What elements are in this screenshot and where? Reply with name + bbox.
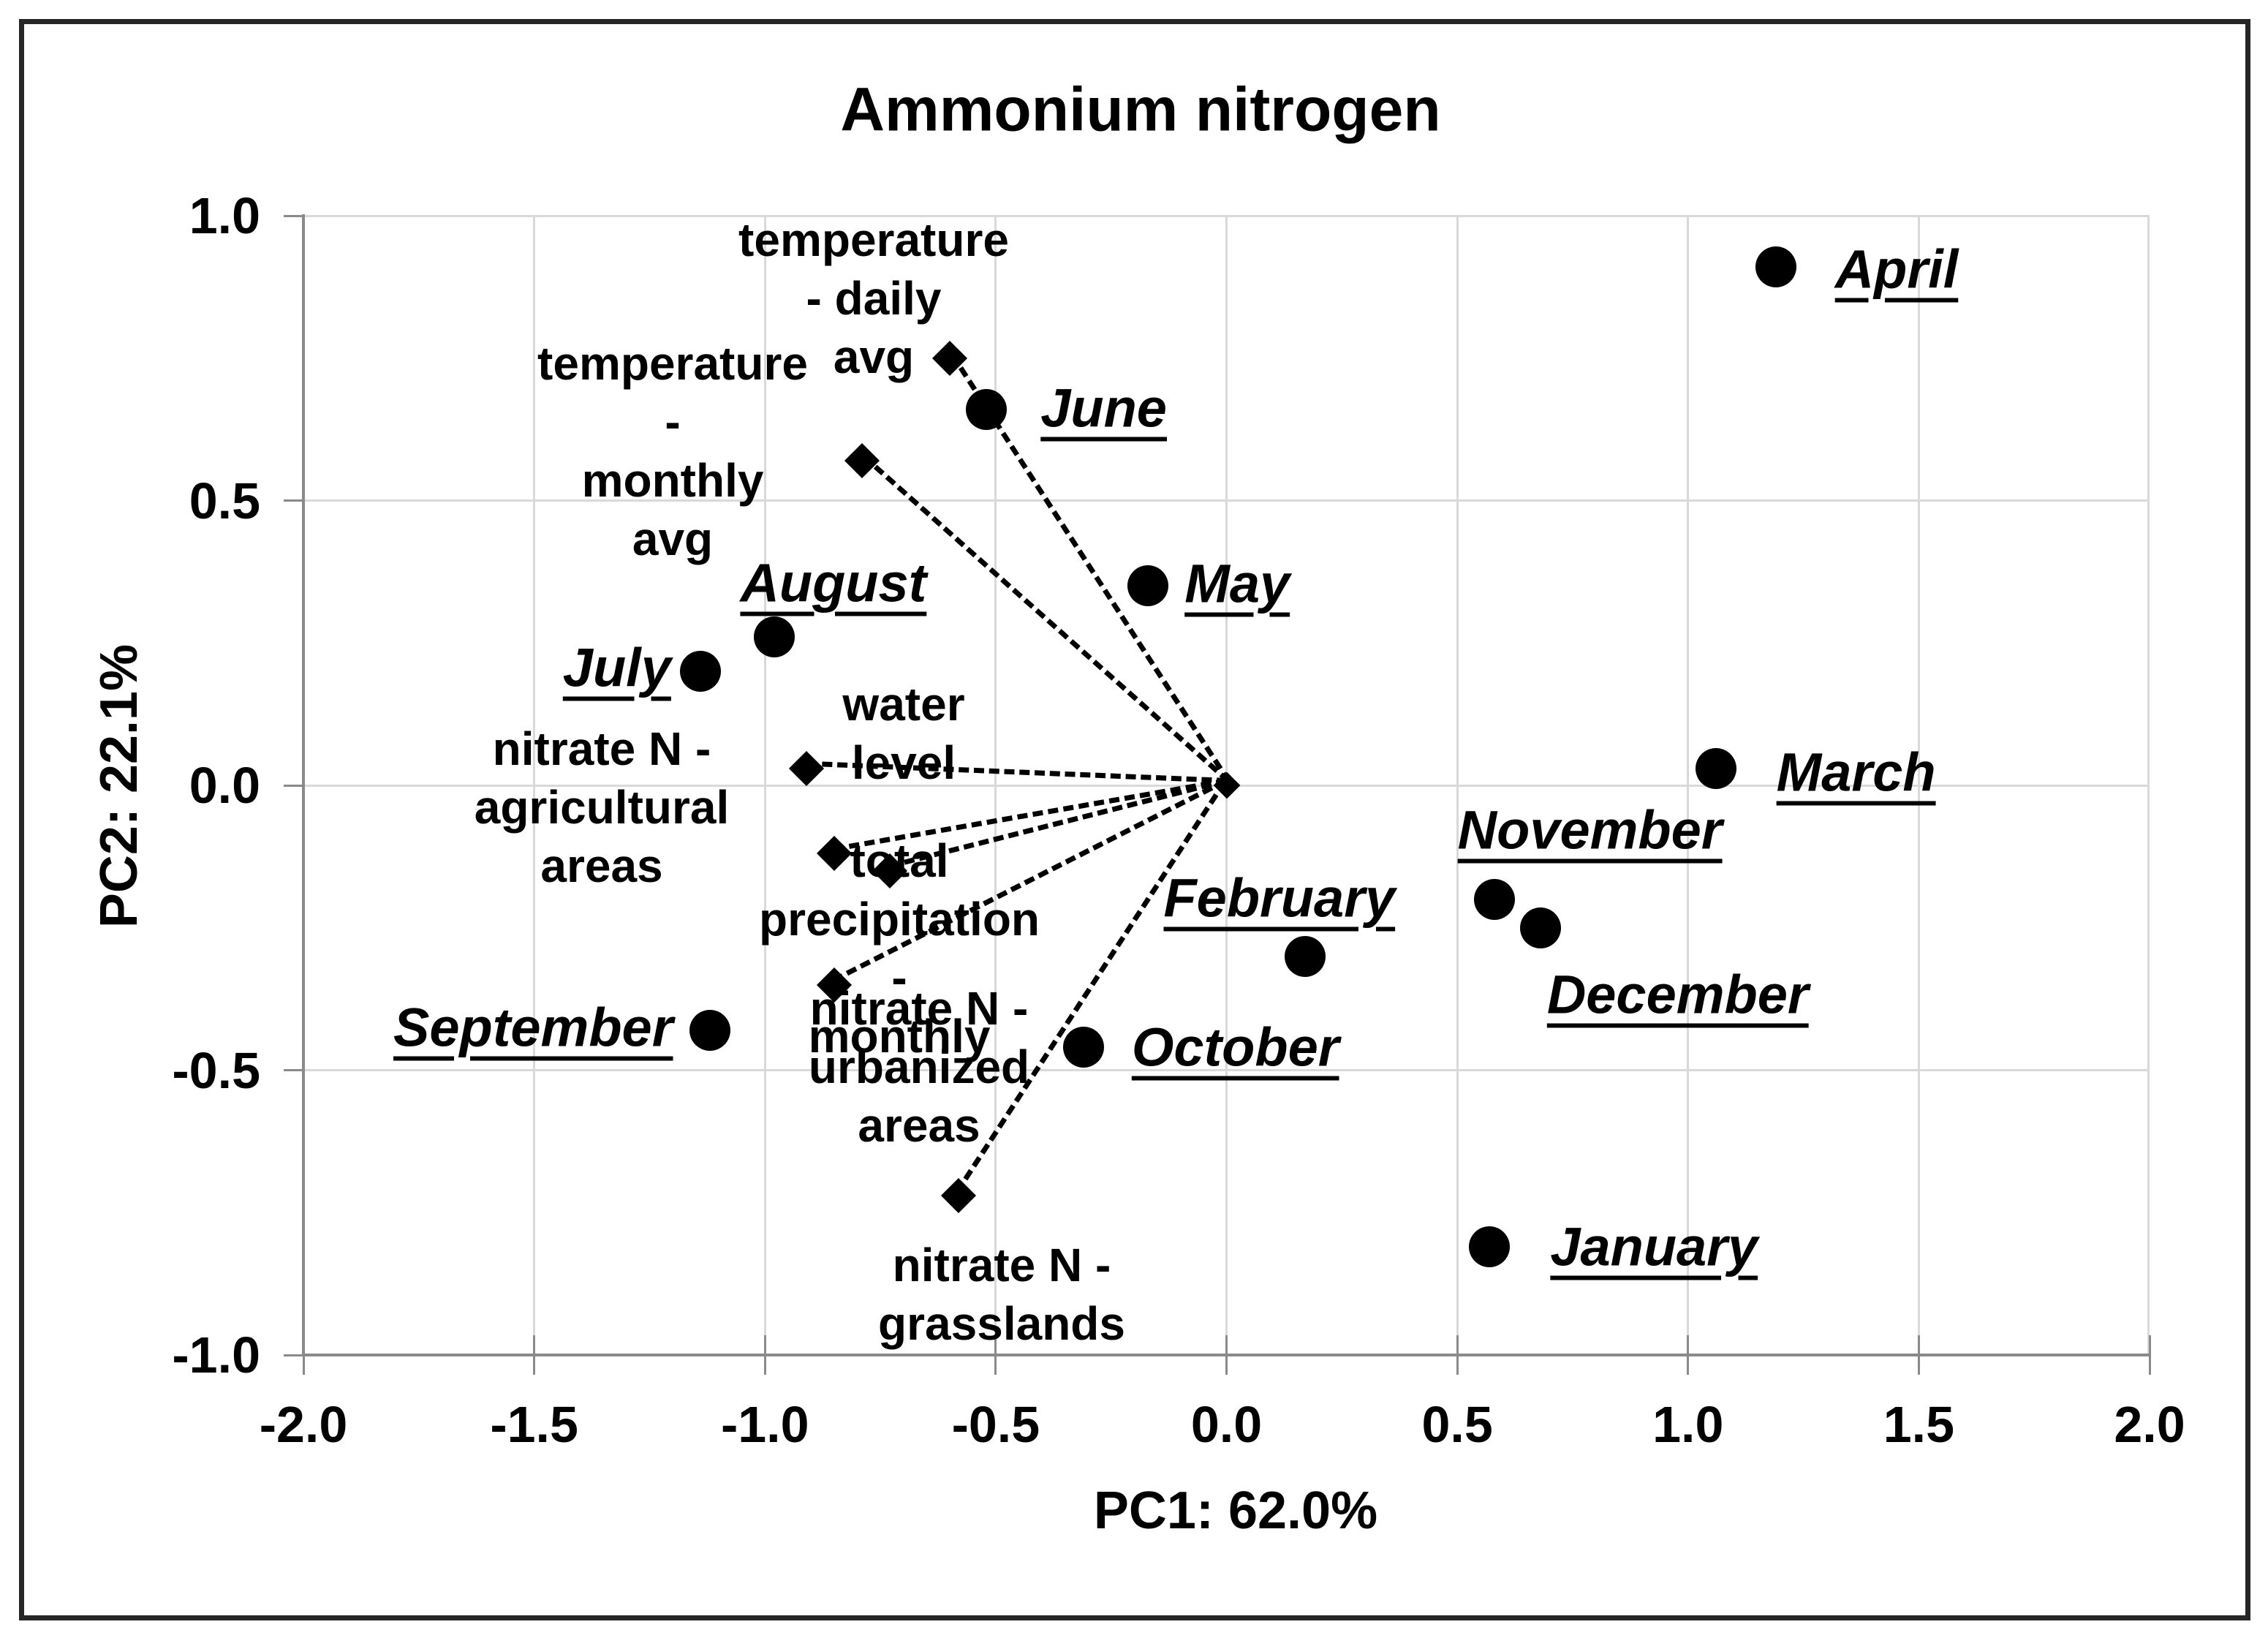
x-tick-label-1.5: 1.5	[1883, 1396, 1955, 1453]
y-tick-label--1.0: -1.0	[172, 1326, 260, 1384]
loading-label-temperature-daily-avg: temperature - daily avg	[738, 214, 1009, 383]
score-label-june: June	[1040, 377, 1167, 439]
x-tick-label-0.0: 0.0	[1190, 1396, 1263, 1453]
score-label-january: January	[1550, 1216, 1758, 1277]
chart-title: Ammonium nitrogen	[840, 75, 1441, 144]
x-tick-1.5	[1917, 1335, 1920, 1375]
loading-label-total-precipitation-monthly: total precipitation - monthly	[758, 834, 1040, 1063]
x-tick--1.0	[763, 1335, 766, 1375]
y-axis-title: PC2: 22.1%	[90, 644, 148, 929]
y-tick--1.0	[284, 1354, 305, 1356]
gridline-y--0.5	[303, 1069, 2150, 1071]
figure-border	[19, 19, 2250, 1620]
score-point-february	[1284, 935, 1326, 977]
plot-border-top	[303, 215, 2150, 217]
x-tick--0.5	[994, 1335, 997, 1375]
score-point-july	[679, 651, 721, 692]
score-label-september: September	[393, 997, 673, 1058]
y-tick--0.5	[284, 1069, 305, 1071]
score-point-september	[689, 1009, 730, 1051]
score-point-january	[1469, 1226, 1511, 1267]
x-tick-label-2.0: 2.0	[2114, 1396, 2185, 1453]
x-tick-label--0.5: -0.5	[951, 1396, 1040, 1453]
score-label-april: April	[1834, 238, 1959, 300]
score-label-july: July	[562, 637, 671, 698]
score-point-may	[1127, 565, 1169, 607]
x-tick-label--1.5: -1.5	[490, 1396, 578, 1453]
x-tick-0.5	[1456, 1335, 1459, 1375]
y-tick-0.5	[284, 499, 305, 502]
score-label-march: March	[1776, 741, 1936, 803]
x-tick--1.5	[533, 1335, 536, 1375]
loading-label-water-level: water level	[842, 678, 965, 789]
score-label-february: February	[1163, 867, 1396, 929]
y-tick-1.0	[284, 214, 305, 217]
score-point-august	[753, 616, 795, 658]
score-point-december	[1519, 907, 1561, 948]
score-point-october	[1062, 1027, 1104, 1068]
score-point-november	[1473, 878, 1515, 920]
x-tick-1.0	[1687, 1335, 1690, 1375]
score-point-march	[1695, 747, 1736, 789]
score-label-november: November	[1457, 799, 1723, 861]
x-tick-label--1.0: -1.0	[720, 1396, 809, 1453]
score-point-june	[966, 388, 1008, 430]
loading-label-nitrate-n-urbanized-areas: nitrate N - urbanized areas	[808, 982, 1030, 1152]
x-tick-0.0	[1225, 1335, 1228, 1375]
x-tick-label--2.0: -2.0	[259, 1396, 348, 1453]
y-tick-0.0	[284, 784, 305, 787]
plot-border-right	[2147, 216, 2150, 1355]
x-tick-2.0	[2148, 1335, 2151, 1375]
x-tick-label-1.0: 1.0	[1652, 1396, 1724, 1453]
score-point-april	[1755, 246, 1796, 288]
loading-label-nitrate-n-agricultural-areas: nitrate N - agricultural areas	[474, 722, 730, 892]
y-tick-label-0.5: 0.5	[189, 472, 260, 529]
score-label-may: May	[1184, 553, 1290, 614]
loading-label-nitrate-n-grasslands: nitrate N - grasslands	[878, 1239, 1125, 1350]
y-tick-label--0.5: -0.5	[172, 1041, 260, 1099]
loading-label-temperature-monthly-avg: temperature - monthly avg	[537, 337, 808, 565]
y-tick-label-1.0: 1.0	[189, 187, 260, 244]
y-tick-label-0.0: 0.0	[189, 757, 260, 814]
score-label-october: October	[1131, 1016, 1339, 1078]
gridline-y-0.5	[303, 499, 2150, 502]
score-label-december: December	[1546, 964, 1809, 1025]
x-axis-title: PC1: 62.0%	[1093, 1482, 1378, 1540]
x-tick-label-0.5: 0.5	[1421, 1396, 1493, 1453]
score-label-august: August	[740, 552, 927, 614]
